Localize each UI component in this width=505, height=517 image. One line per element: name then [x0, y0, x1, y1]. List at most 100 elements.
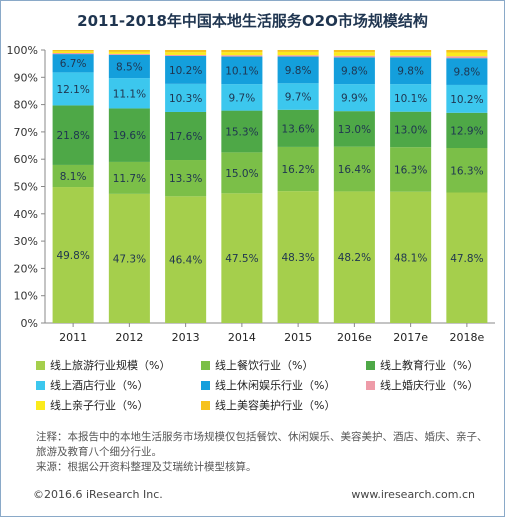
legend-label: 线上酒店行业（%） [50, 379, 149, 392]
legend-label: 线上教育行业（%） [380, 359, 479, 372]
data-label: 10.2% [450, 94, 483, 106]
bar-segment [277, 50, 319, 52]
y-tick-label: 40% [14, 208, 38, 221]
data-label: 21.8% [56, 130, 89, 142]
note-line-2: 旅游及教育八个细分行业。 [36, 446, 162, 458]
bar-segment [108, 54, 150, 79]
data-label: 19.6% [113, 130, 146, 142]
bar-segment [165, 52, 207, 55]
bar-segment [108, 50, 150, 52]
y-tick-label: 70% [14, 126, 38, 139]
legend-item: 线上酒店行业（%） [36, 377, 148, 393]
bar-segment [446, 112, 488, 149]
data-label: 8.1% [60, 171, 87, 183]
y-tick-label: 20% [14, 262, 38, 275]
y-tick-label: 80% [14, 99, 38, 112]
data-label: 12.9% [450, 125, 483, 137]
data-label: 47.5% [225, 253, 258, 265]
legend-swatch [36, 360, 45, 370]
stacked-bar-chart: 0% 10% 20% 30% 40% 50% 60% 70% 80% 90% 100% 49.8% 8.… [7, 44, 495, 344]
data-label: 48.1% [394, 252, 427, 264]
bar-segment [333, 57, 375, 85]
bar-segment [277, 56, 319, 84]
legend-item: 线上旅游行业规模（%） [36, 357, 170, 373]
y-tick-label: 100% [7, 44, 38, 57]
data-label: 9.8% [454, 67, 481, 79]
legend-item: 线上亲子行业（%） [36, 397, 148, 413]
bar-segment [390, 191, 432, 323]
data-label: 10.1% [394, 93, 427, 105]
x-tick-label: 2018e [449, 331, 484, 344]
data-label: 16.4% [338, 164, 371, 176]
bar-segment [108, 108, 150, 162]
data-label: 16.3% [394, 164, 427, 176]
legend-label: 线上美容美护行业（%） [215, 399, 336, 412]
bar-segment [221, 56, 263, 85]
y-tick-label: 0% [21, 317, 38, 330]
data-label: 13.0% [394, 124, 427, 136]
bar-segment [277, 51, 319, 56]
data-label: 46.4% [169, 255, 202, 267]
bar-segment [390, 52, 432, 56]
x-tick-label: 2017e [393, 331, 428, 344]
bar-segment [52, 53, 94, 55]
legend-item: 线上美容美护行业（%） [201, 397, 335, 413]
bar-segment [165, 196, 207, 323]
legend-label: 线上婚庆行业（%） [380, 379, 479, 392]
data-label: 12.1% [56, 84, 89, 96]
bar-segment [333, 111, 375, 147]
data-label: 10.3% [169, 93, 202, 105]
data-label: 6.7% [60, 58, 87, 70]
bar-segment [165, 111, 207, 161]
y-tick-label: 60% [14, 153, 38, 166]
bar-segment [390, 50, 432, 53]
bar-segment [333, 50, 375, 53]
x-tick-label: 2015 [284, 331, 312, 344]
data-label: 13.0% [338, 124, 371, 136]
bar-segment [165, 54, 207, 57]
data-label: 16.2% [281, 164, 314, 176]
legend-item: 线上教育行业（%） [366, 357, 478, 373]
bar-segment [277, 191, 319, 323]
bar-segment [52, 187, 94, 323]
bar-segment [52, 72, 94, 106]
legend-swatch [201, 360, 210, 370]
bar-segment [446, 56, 488, 59]
data-label: 49.8% [56, 250, 89, 262]
x-tick-label: 2011 [59, 331, 87, 344]
legend-item: 线上休闲娱乐行业（%） [201, 377, 335, 393]
bar-segment [333, 55, 375, 58]
bar-segment [446, 84, 488, 113]
legend-swatch [36, 380, 45, 390]
bar-segment [52, 105, 94, 165]
y-tick-label: 10% [14, 290, 38, 303]
data-label: 8.5% [116, 62, 143, 74]
x-tick-label: 2012 [115, 331, 143, 344]
data-label: 9.9% [341, 93, 368, 105]
copyright-text: ©2016.6 iResearch Inc. [33, 488, 163, 501]
note-line-1: 注释：本报告中的本地生活服务市场规模仅包括餐饮、休闲娱乐、美容美护、酒店、婚庆、… [36, 431, 488, 443]
legend-label: 线上餐饮行业（%） [215, 359, 314, 372]
bar-segment [221, 55, 263, 57]
bar-segment [165, 83, 207, 112]
bar-segment [333, 52, 375, 56]
data-label: 16.3% [450, 165, 483, 177]
data-label: 9.7% [285, 92, 312, 104]
y-tick-label: 90% [14, 71, 38, 84]
data-label: 10.1% [225, 65, 258, 77]
bar-segment [390, 57, 432, 85]
bar-segment [165, 50, 207, 53]
bar-segment [221, 152, 263, 194]
y-tick-label: 50% [14, 181, 38, 194]
bar-segment [221, 110, 263, 153]
data-label: 9.8% [397, 66, 424, 78]
data-label: 13.3% [169, 173, 202, 185]
x-tick-label: 2013 [172, 331, 200, 344]
legend-swatch [36, 400, 45, 410]
bar-segment [165, 160, 207, 197]
data-label: 47.3% [113, 253, 146, 265]
bar-segment [390, 111, 432, 148]
bar-segment [333, 146, 375, 192]
legend-swatch [201, 400, 210, 410]
bar-segment [108, 78, 150, 109]
